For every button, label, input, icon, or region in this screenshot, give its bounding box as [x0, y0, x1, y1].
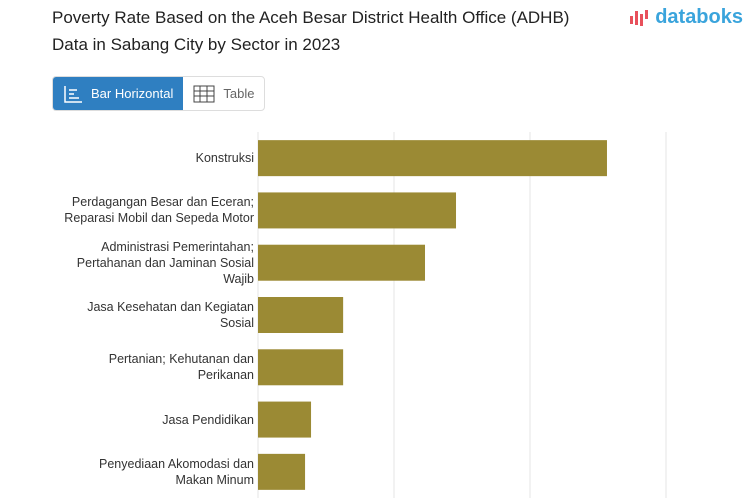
bar: [258, 297, 344, 333]
bar: [258, 401, 312, 438]
title: Poverty Rate Based on the Aceh Besar Dis…: [52, 8, 570, 54]
bar: [258, 192, 457, 229]
tab-table[interactable]: Table: [183, 77, 264, 110]
tabs: Bar Horizontal Table: [52, 76, 266, 111]
y-tick-label: Jasa Pendidikan: [162, 412, 254, 427]
icon: [193, 85, 215, 102]
y-tick-label: Konstruksi: [195, 151, 254, 166]
icon: [64, 85, 82, 103]
y-tick-label: Penyediaan Akomodasi dan Makan Minum: [99, 456, 254, 487]
bar: [258, 140, 607, 177]
logo-icon: [630, 9, 649, 26]
tab-bar[interactable]: Bar Horizontal: [53, 77, 184, 110]
bar: [258, 453, 306, 490]
tab-label: Table: [223, 86, 255, 101]
bar: [258, 349, 344, 386]
logo-text: databoks: [655, 6, 743, 28]
tab-label: Bar Horizontal: [91, 86, 174, 101]
y-tick-label: Perdagangan Besar dan Eceran; Reparasi M…: [64, 195, 254, 226]
y-tick-label: Pertanian; Kehutanan dan Perikanan: [108, 352, 254, 383]
bar: [258, 244, 426, 281]
y-tick-label: Administrasi Pemerintahan; Pertahanan da…: [76, 239, 254, 286]
y-tick-label: Jasa Kesehatan dan Kegiatan Sosial: [87, 300, 254, 330]
logo: databoks: [629, 6, 743, 29]
